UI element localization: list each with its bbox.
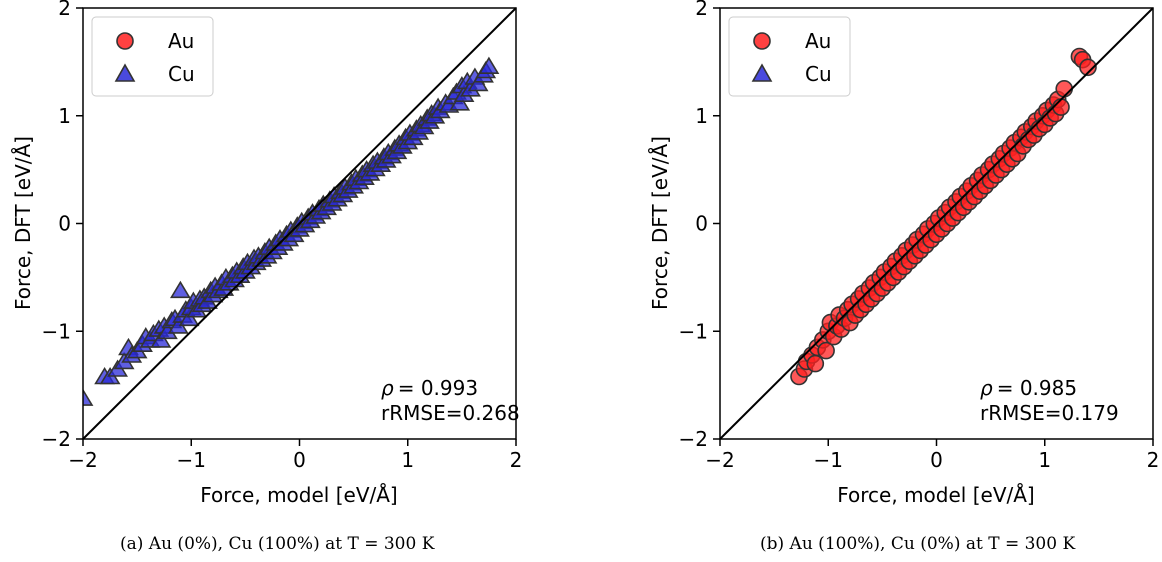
data-point-au (1055, 80, 1073, 98)
x-tick-label: −2 (68, 448, 97, 472)
x-tick-label: 0 (930, 448, 943, 472)
x-tick-label: −2 (705, 448, 734, 472)
axis-ticks: −2 −1 0 1 2 −2 −1 0 1 2 (679, 0, 1160, 472)
rho-annotation: ρ = 0.993 (381, 376, 478, 400)
data-point-cu (150, 330, 172, 348)
data-point-cu (169, 280, 191, 299)
x-tick-label: 1 (401, 448, 414, 472)
data-point-cu (449, 93, 471, 111)
rho-annotation: ρ = 0.985 (980, 376, 1077, 400)
legend-label-au: Au (805, 29, 831, 53)
legend-box (728, 16, 851, 97)
x-tick-label: 2 (1147, 448, 1160, 472)
y-tick-label: 0 (58, 212, 71, 236)
x-tick-label: 0 (293, 448, 306, 472)
y-tick-label: 0 (695, 212, 708, 236)
legend-marker-au (753, 32, 771, 50)
y-tick-label: 1 (58, 104, 71, 128)
x-axis-label: Force, model [eV/Å] (837, 483, 1034, 507)
rrmse-annotation: rRMSE=0.179 (980, 401, 1119, 425)
rho-symbol: ρ (980, 376, 993, 400)
rho-value: = 0.993 (398, 376, 478, 400)
x-tick-label: 2 (510, 448, 523, 472)
x-tick-label: −1 (177, 448, 206, 472)
data-point-au (817, 341, 835, 360)
legend-marker-cu (114, 63, 136, 82)
data-point-cu (178, 308, 200, 327)
legend: Au Cu (728, 16, 851, 97)
caption-a: (a) Au (0%), Cu (100%) at T = 300 K (120, 534, 435, 554)
rrmse-annotation: rRMSE=0.268 (381, 401, 520, 425)
legend-label-au: Au (168, 29, 194, 53)
points-group (83, 56, 500, 406)
y-tick-label: −1 (42, 319, 71, 343)
axis-ticks: −2 −1 0 1 2 −2 −1 0 1 2 (42, 0, 523, 472)
legend: Au Cu (91, 16, 214, 97)
x-tick-label: −1 (814, 448, 843, 472)
y-tick-label: −1 (679, 319, 708, 343)
x-tick-label: 1 (1038, 448, 1051, 472)
y-tick-label: −2 (679, 427, 708, 451)
identity-line (82, 7, 517, 440)
x-axis-label: Force, model [eV/Å] (200, 483, 397, 507)
y-tick-label: 2 (695, 0, 708, 20)
data-point-cu (478, 56, 500, 74)
y-tick-label: −2 (42, 427, 71, 451)
caption-b: (b) Au (100%), Cu (0%) at T = 300 K (760, 534, 1076, 554)
y-axis-label: Force, DFT [eV/Å] (648, 136, 672, 310)
legend-label-cu: Cu (805, 62, 832, 86)
legend-marker-au (116, 32, 134, 50)
y-tick-label: 1 (695, 104, 708, 128)
data-point-au (806, 354, 825, 373)
points-group (790, 47, 1097, 386)
scatter-panel-a: −2 −1 0 1 2 −2 −1 0 1 2 Force, model [eV/Å] Force… (11, 0, 522, 507)
legend-box (91, 16, 214, 97)
y-axis-label: Force, DFT [eV/Å] (11, 136, 35, 310)
data-point-cu (83, 388, 94, 406)
legend-marker-cu (751, 63, 773, 82)
data-point-cu (467, 73, 489, 92)
data-point-au (1052, 98, 1070, 116)
scatter-panel-b: −2 −1 0 1 2 −2 −1 0 1 2 Force, model [eV/Å] Force… (648, 0, 1159, 507)
identity-line (719, 7, 1154, 440)
data-point-au (1079, 58, 1097, 77)
rho-symbol: ρ (381, 376, 394, 400)
rho-value: = 0.985 (997, 376, 1077, 400)
y-tick-label: 2 (58, 0, 71, 20)
legend-label-cu: Cu (168, 62, 195, 86)
